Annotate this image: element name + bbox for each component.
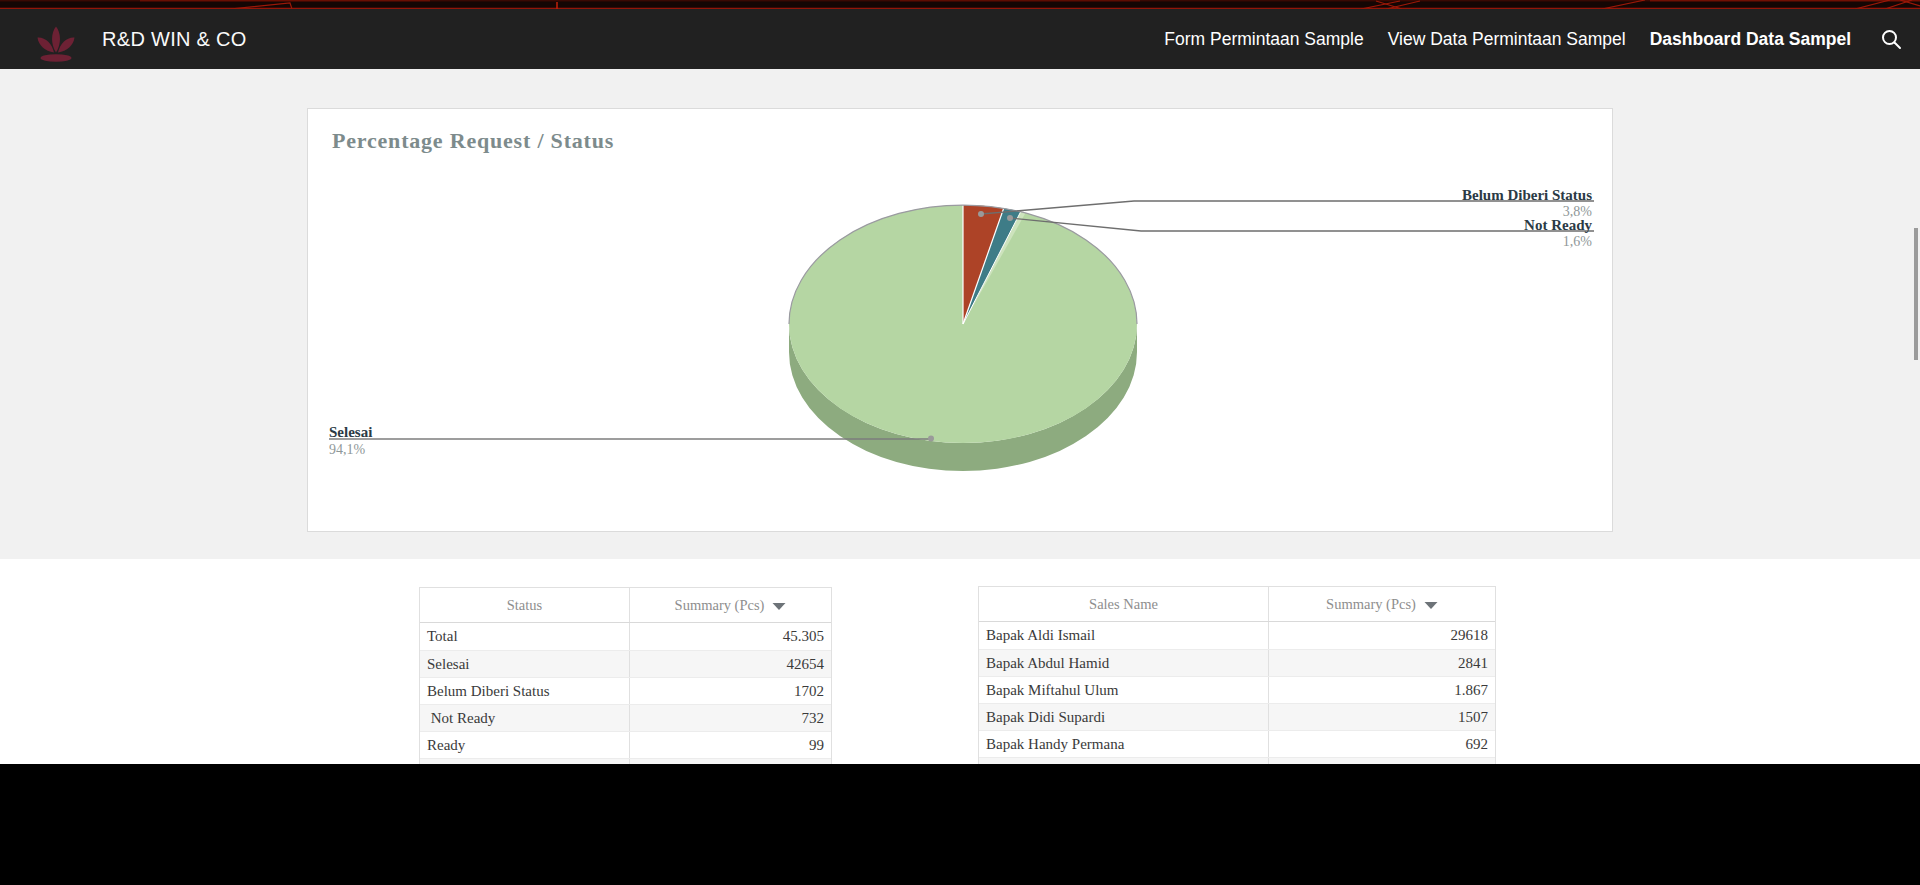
pie-pct-not-ready: 1,6% (1563, 234, 1592, 250)
cell-summary: 1507 (1268, 704, 1495, 730)
cell-sales-name: Bapak Abdul Hamid (979, 650, 1268, 676)
scrollbar-thumb[interactable] (1914, 228, 1918, 360)
nav-item-view-data-permintaan-sampel[interactable]: View Data Permintaan Sampel (1388, 29, 1626, 50)
cell-summary: 45.305 (629, 623, 831, 650)
sort-desc-icon[interactable] (1424, 602, 1438, 610)
main-nav: Form Permintaan Sample View Data Permint… (1164, 9, 1903, 69)
pie-pct-selesai: 94,1% (329, 442, 365, 458)
cell-sales-name: Bapak Didi Supardi (979, 704, 1268, 730)
cell-status: Not Ready (420, 705, 629, 731)
column-header-summary[interactable]: Summary (Pcs) (1268, 587, 1495, 621)
callout-dot (928, 436, 934, 442)
table-header-row: Sales Name Summary (Pcs) (979, 587, 1495, 622)
cell-status: Belum Diberi Status (420, 678, 629, 704)
pie-label-not-ready: Not Ready (1524, 217, 1592, 234)
cell-sales-name: Bapak Miftahul Ulum (979, 677, 1268, 703)
cell-summary: 732 (629, 705, 831, 731)
chart-section: Percentage Request / Status (0, 69, 1920, 559)
cell-status: Selesai (420, 651, 629, 677)
callout-dot (978, 211, 984, 217)
cell-summary: 692 (1268, 731, 1495, 757)
column-header-sales-name[interactable]: Sales Name (979, 587, 1268, 621)
cell-summary: 29618 (1268, 622, 1495, 649)
table-row: Bapak Aldi Ismail 29618 (979, 622, 1495, 649)
table-row: Total 45.305 (420, 623, 831, 650)
table-row: Bapak Miftahul Ulum 1.867 (979, 676, 1495, 703)
cell-summary: 1.867 (1268, 677, 1495, 703)
pie-label-belum-diberi-status: Belum Diberi Status (1462, 187, 1592, 204)
cell-summary: 42654 (629, 651, 831, 677)
banner-strip-graphic (0, 0, 1920, 9)
table-header-row: Status Summary (Pcs) (420, 588, 831, 623)
status-summary-table: Status Summary (Pcs) Total 45.305 Selesa… (419, 587, 832, 786)
chart-card: Percentage Request / Status (307, 108, 1613, 532)
brand-title[interactable]: R&D WIN & CO (102, 9, 247, 69)
cell-status: Ready (420, 732, 629, 758)
pie-label-selesai: Selesai (329, 424, 372, 441)
search-icon[interactable] (1879, 27, 1903, 51)
table-row: Belum Diberi Status 1702 (420, 677, 831, 704)
column-header-label: Summary (Pcs) (1326, 596, 1416, 613)
lotus-logo-icon[interactable] (36, 26, 76, 62)
table-row: Bapak Handy Permana 692 (979, 730, 1495, 757)
cell-summary: 99 (629, 732, 831, 758)
cell-summary: 1702 (629, 678, 831, 704)
cell-sales-name: Bapak Aldi Ismail (979, 622, 1268, 649)
table-row: Not Ready 732 (420, 704, 831, 731)
pie-chart[interactable] (308, 109, 1612, 531)
sales-summary-table: Sales Name Summary (Pcs) Bapak Aldi Isma… (978, 586, 1496, 785)
footer-black-band (0, 764, 1920, 885)
page: R&D WIN & CO Form Permintaan Sample View… (0, 0, 1920, 885)
column-header-summary[interactable]: Summary (Pcs) (629, 588, 831, 622)
app-header: R&D WIN & CO Form Permintaan Sample View… (0, 9, 1920, 69)
cell-status: Total (420, 623, 629, 650)
cell-summary: 2841 (1268, 650, 1495, 676)
table-row: Bapak Didi Supardi 1507 (979, 703, 1495, 730)
callout-dot (1007, 215, 1013, 221)
tables-section: Status Summary (Pcs) Total 45.305 Selesa… (0, 559, 1920, 764)
nav-item-dashboard-data-sampel[interactable]: Dashboard Data Sampel (1650, 29, 1851, 50)
table-row: Bapak Abdul Hamid 2841 (979, 649, 1495, 676)
column-header-status[interactable]: Status (420, 588, 629, 622)
nav-item-form-permintaan-sample[interactable]: Form Permintaan Sample (1164, 29, 1363, 50)
callout-line-not-ready (1010, 218, 1594, 231)
cell-sales-name: Bapak Handy Permana (979, 731, 1268, 757)
table-row: Selesai 42654 (420, 650, 831, 677)
sort-desc-icon[interactable] (772, 603, 786, 611)
table-row: Ready 99 (420, 731, 831, 758)
column-header-label: Summary (Pcs) (675, 597, 765, 614)
